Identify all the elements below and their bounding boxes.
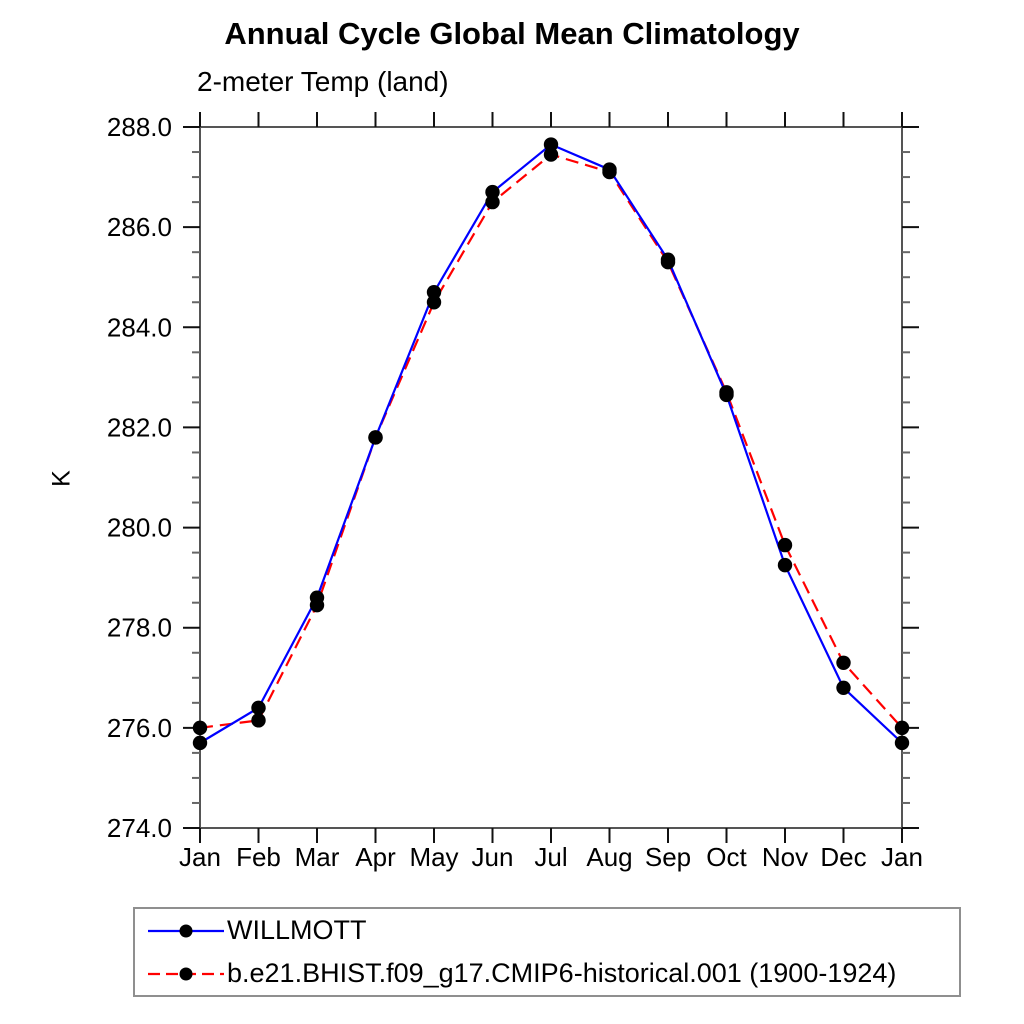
x-axis-tick-label: Feb [236,842,281,872]
x-axis-tick-label: Nov [762,842,808,872]
data-point-marker [836,680,851,695]
legend-item-model: b.e21.BHIST.f09_g17.CMIP6-historical.001… [148,955,959,993]
y-axis-tick-label: 286.0 [107,212,172,242]
legend-dashed-line-sample [148,967,224,980]
legend-label-model: b.e21.BHIST.f09_g17.CMIP6-historical.001… [227,958,897,988]
legend-sample-marker [179,967,193,980]
data-point-marker [485,194,500,210]
y-axis-tick-label: 278.0 [107,613,172,643]
data-point-marker [602,164,617,180]
legend-solid-line-sample [148,924,224,937]
x-axis-tick-label: Sep [645,842,691,872]
x-axis-tick-label: Jul [534,842,567,872]
series-model-line [199,153,903,729]
y-axis-tick-label: 280.0 [107,513,172,543]
data-point-marker [368,430,383,445]
data-point-marker [192,720,208,736]
data-point-marker [426,295,442,310]
y-axis-tick-label: 282.0 [107,412,172,442]
data-point-marker [309,597,325,613]
legend-sample-marker [179,924,193,937]
data-point-marker [251,700,266,716]
data-point-marker [192,735,208,751]
y-axis-tick-label: 274.0 [107,813,172,843]
x-axis-tick-label: Aug [586,842,632,872]
x-axis-tick-label: Jan [179,842,221,872]
data-point-marker [485,184,500,200]
plot-frame [199,126,903,829]
data-point-marker [251,713,266,728]
data-point-marker [894,720,910,736]
data-point-marker [543,147,559,162]
x-axis-tick-label: Jan [881,842,923,872]
data-point-marker [719,385,734,400]
data-point-marker [836,655,851,670]
data-point-marker [426,285,442,300]
y-axis-tick-label: 284.0 [107,312,172,342]
x-axis-tick-label: May [409,842,458,872]
x-axis-tick-label: Dec [820,842,866,872]
legend-box: WILLMOTT b.e21.BHIST.f09_g17.CMIP6-histo… [133,907,961,997]
data-point-marker [777,537,793,553]
chart-title: Annual Cycle Global Mean Climatology [224,16,800,51]
legend-item-willmott: WILLMOTT [148,912,959,950]
x-axis-tick-label: Apr [355,842,396,872]
y-axis-tick-label: 276.0 [107,713,172,743]
y-axis-tick-label: 288.0 [107,112,172,142]
legend-label-willmott: WILLMOTT [227,915,367,945]
x-axis-tick-label: Jun [472,842,514,872]
series-willmott-line [199,143,903,744]
data-point-marker [894,735,910,751]
data-point-marker [777,557,793,573]
data-point-marker [660,254,676,270]
chart-subtitle: 2-meter Temp (land) [197,66,449,97]
x-axis-tick-label: Oct [706,842,747,872]
data-point-marker [543,137,559,152]
x-axis-tick-label: Mar [295,842,340,872]
